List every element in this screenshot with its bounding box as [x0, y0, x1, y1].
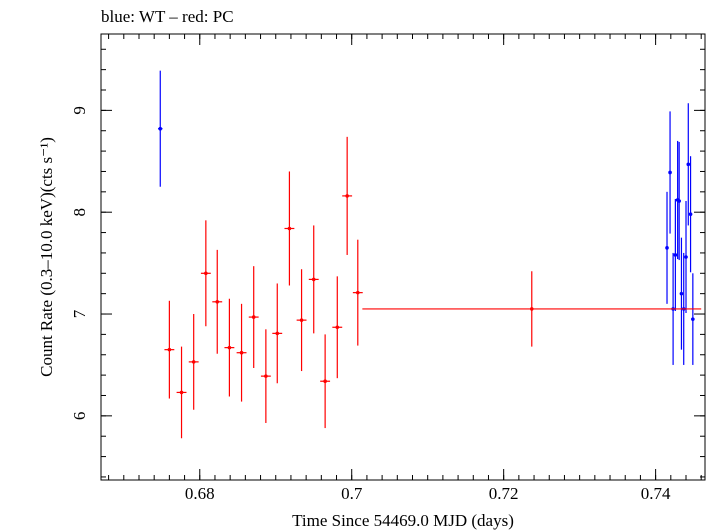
- y-tick-label: 6: [70, 412, 89, 421]
- data-point: [260, 329, 271, 423]
- data-marker: [691, 317, 695, 321]
- data-marker: [191, 360, 196, 364]
- data-marker: [227, 345, 232, 350]
- data-point: [296, 269, 307, 372]
- data-point: [691, 273, 695, 365]
- data-point: [157, 70, 163, 187]
- data-marker: [668, 170, 672, 175]
- data-point: [236, 303, 247, 402]
- y-axis-label: Count Rate (0.3–10.0 keV)(cts s⁻¹): [37, 137, 56, 377]
- data-point: [342, 136, 353, 255]
- x-tick-label: 0.68: [185, 484, 215, 503]
- data-point: [668, 111, 672, 234]
- data-point: [164, 300, 175, 399]
- data-marker: [688, 212, 693, 217]
- data-marker: [335, 325, 340, 330]
- data-point: [212, 249, 223, 354]
- y-tick-label: 7: [70, 309, 89, 318]
- data-point: [176, 346, 187, 439]
- data-point: [332, 276, 343, 379]
- data-point: [224, 298, 235, 397]
- data-marker: [264, 374, 268, 378]
- data-point: [200, 220, 211, 327]
- axes: 0.68 0.7 0.72 0.74 6 7 8 9: [70, 34, 705, 503]
- x-axis-label: Time Since 54469.0 MJD (days): [292, 511, 514, 530]
- data-marker: [179, 390, 184, 395]
- data-marker: [299, 318, 304, 322]
- data-point: [308, 225, 319, 334]
- data-point: [362, 271, 702, 347]
- data-point: [272, 283, 283, 384]
- data-series: [157, 70, 702, 439]
- data-point: [284, 171, 295, 286]
- y-tick-label: 9: [70, 106, 89, 115]
- chart-title: blue: WT – red: PC: [101, 7, 234, 26]
- data-point: [686, 103, 691, 226]
- data-marker: [684, 255, 688, 259]
- data-point: [679, 237, 684, 350]
- data-point: [248, 266, 259, 368]
- data-marker: [323, 379, 327, 384]
- data-marker: [287, 226, 292, 231]
- data-point: [684, 200, 688, 314]
- data-point: [673, 198, 678, 311]
- data-point: [665, 191, 669, 304]
- data-marker: [204, 271, 208, 276]
- x-tick-label: 0.72: [489, 484, 519, 503]
- data-marker: [355, 290, 360, 295]
- data-marker: [677, 199, 681, 203]
- data-marker: [345, 194, 349, 198]
- data-point: [352, 239, 363, 346]
- data-point: [188, 314, 199, 410]
- data-marker: [251, 315, 256, 319]
- x-tick-label: 0.74: [641, 484, 671, 503]
- data-marker: [665, 246, 669, 250]
- series-1: [164, 136, 702, 439]
- data-marker: [167, 347, 172, 352]
- data-marker: [239, 350, 244, 355]
- data-marker: [311, 277, 316, 282]
- data-marker: [529, 307, 534, 311]
- x-tick-label: 0.7: [341, 484, 363, 503]
- plot-frame: [100, 33, 706, 481]
- series-0: [157, 70, 695, 365]
- data-point: [677, 141, 681, 261]
- data-marker: [673, 253, 678, 257]
- data-marker: [158, 126, 163, 131]
- data-marker: [679, 291, 684, 296]
- data-marker: [686, 162, 691, 167]
- data-marker: [215, 300, 220, 304]
- data-marker: [275, 331, 280, 336]
- y-tick-label: 8: [70, 208, 89, 217]
- data-point: [688, 156, 693, 273]
- data-point: [320, 334, 331, 429]
